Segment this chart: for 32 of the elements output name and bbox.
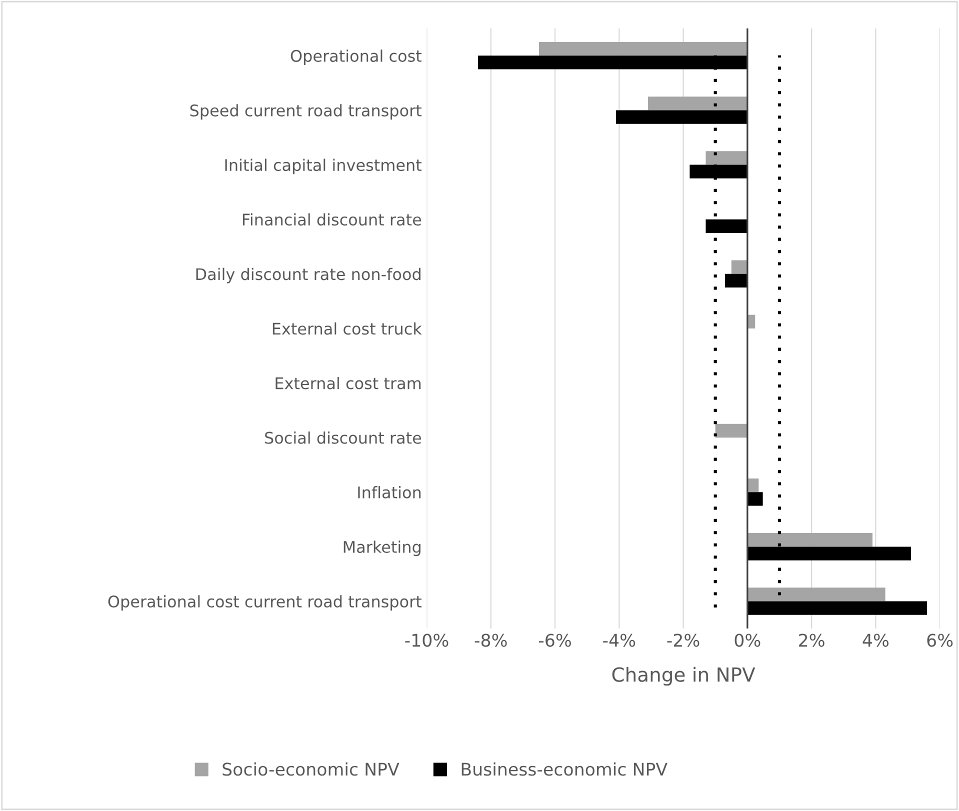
- x-tick-label: -4%: [603, 634, 636, 647]
- legend-label: Business-economic NPV: [462, 762, 668, 776]
- y-tick-label: Inflation: [358, 486, 421, 498]
- x-tick-label: -8%: [474, 634, 507, 647]
- x-tick-label: -10%: [405, 634, 448, 647]
- y-tick-label: Financial discount rate: [242, 213, 422, 226]
- legend-label: Socio-economic NPV: [222, 762, 400, 776]
- bar: [747, 588, 886, 602]
- y-tick-label: External cost truck: [272, 322, 422, 335]
- y-tick-label: Social discount rate: [265, 432, 422, 444]
- bar: [747, 492, 763, 506]
- bar: [538, 42, 748, 56]
- y-tick-label: Operational cost: [290, 50, 422, 66]
- y-tick-label: External cost tram: [276, 376, 421, 390]
- y-tick-label: Speed current road transport: [190, 104, 422, 120]
- bar: [731, 260, 748, 274]
- x-tick-label: 0%: [734, 634, 760, 647]
- x-axis-title: Change in NPV: [612, 666, 756, 686]
- y-tick-label: Marketing: [344, 540, 420, 556]
- y-tick-label: Initial capital investment: [225, 158, 422, 174]
- x-tick-label: 6%: [927, 634, 953, 647]
- y-tick-label: Daily discount rate non-food: [196, 268, 420, 284]
- x-tick-label: 2%: [799, 634, 824, 647]
- bar: [747, 533, 872, 547]
- bar: [648, 96, 748, 110]
- bar: [724, 274, 748, 288]
- x-tick-label: 4%: [862, 634, 888, 647]
- x-tick-label: -6%: [538, 634, 571, 647]
- bar: [715, 424, 748, 438]
- bar: [706, 151, 748, 165]
- y-tick-label: Operational cost current road transport: [108, 595, 422, 611]
- x-tick-label: -2%: [667, 634, 700, 647]
